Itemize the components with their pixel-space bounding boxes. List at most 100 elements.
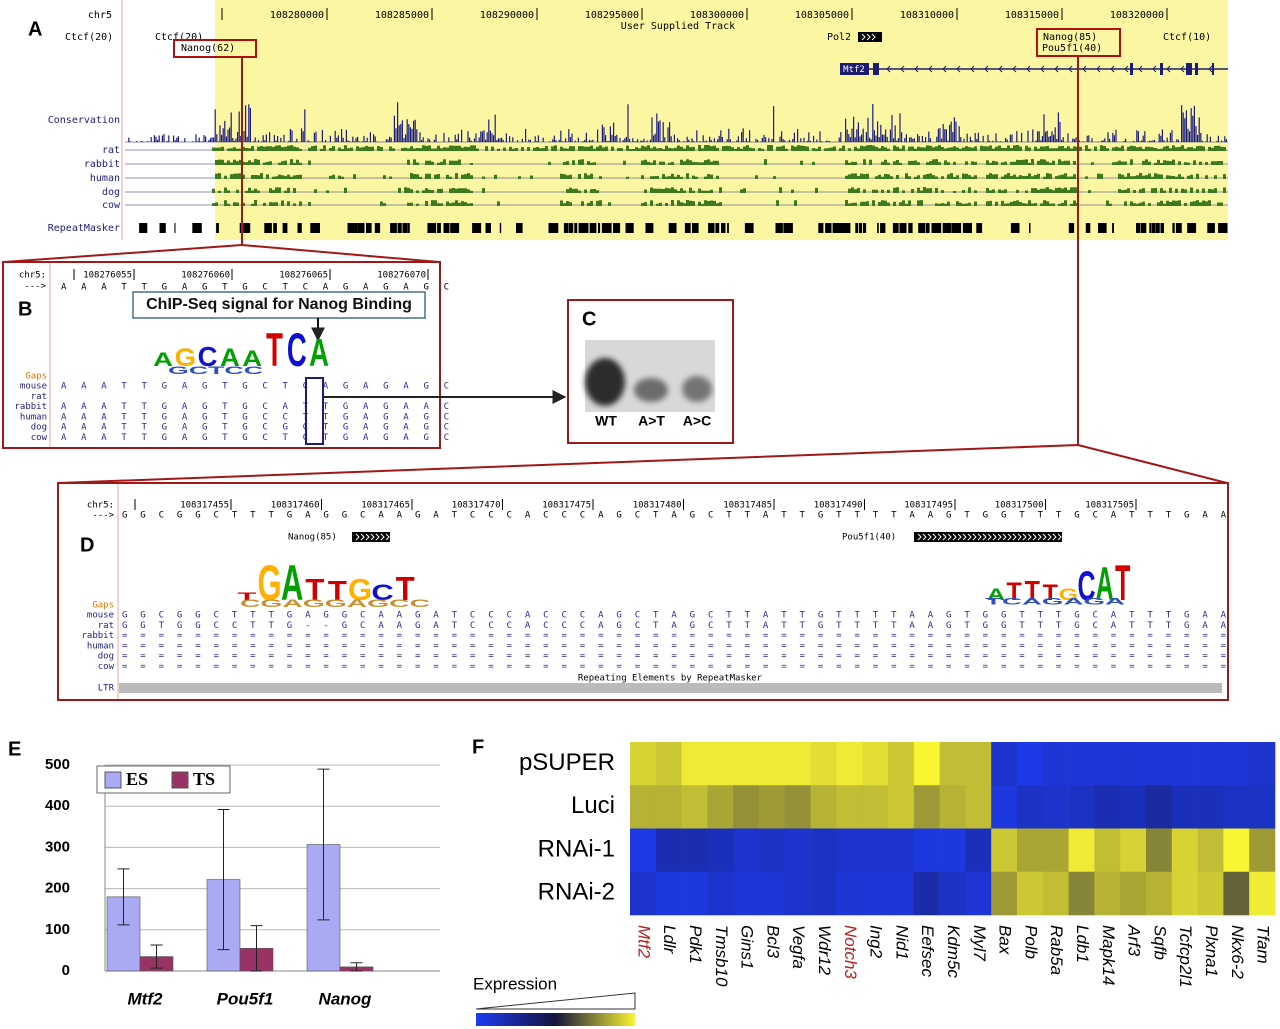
heatmap-cell <box>655 785 682 829</box>
heatmap-cell <box>1120 742 1147 786</box>
strand-arrow <box>1012 65 1017 73</box>
heatmap-cell <box>1017 871 1044 916</box>
heatmap-cell <box>1171 871 1198 916</box>
logo-letter-group: T <box>1025 575 1040 607</box>
column-label: Sqfb <box>1150 925 1169 960</box>
logo-letter: G <box>175 343 196 372</box>
species-label: rat <box>98 621 114 631</box>
heatmap-cell <box>913 828 940 873</box>
logo-letter: T <box>238 590 257 602</box>
column-label: Myl7 <box>970 925 989 961</box>
strand-arrow <box>914 65 919 73</box>
heatmap-cell <box>862 785 889 829</box>
column-label: Nkx6-2 <box>1228 925 1247 979</box>
coord-label: 108276055 <box>83 271 132 281</box>
feature-strand <box>861 33 876 41</box>
heatmap-cell <box>965 828 992 873</box>
heatmap-cell <box>655 828 682 873</box>
heatmap-cell <box>1146 785 1173 829</box>
heatmap-cell <box>1120 871 1147 916</box>
heatmap-cell <box>759 742 786 786</box>
logo-letter-group: A <box>153 349 173 371</box>
logo-letter: A <box>281 554 303 610</box>
heatmap-cell <box>836 742 863 786</box>
heatmap-cell <box>939 828 966 873</box>
heatmap-cell <box>1223 785 1250 829</box>
y-tick-label: 200 <box>45 880 70 897</box>
logo-letter: C <box>371 580 393 605</box>
heatmap-cell <box>784 871 811 916</box>
logo-letter-group: G <box>348 572 372 607</box>
aligned-sequence: GGTGGCCTTG--GCAAGATCCCACCCAGCTAGCTTATTGT… <box>122 621 1227 631</box>
heatmap-cell <box>1249 785 1276 829</box>
strand-arrow <box>998 65 1003 73</box>
track-label: dog <box>102 187 120 198</box>
feature-label: Ctcf(20) <box>155 32 203 43</box>
strand-arrow <box>1208 65 1213 73</box>
column-label: Vegfa <box>789 925 808 969</box>
aligned-sequence: ========================================… <box>122 641 1227 651</box>
y-tick-label: 100 <box>45 921 70 938</box>
heatmap-cell <box>1094 828 1121 873</box>
strand-arrow <box>1054 65 1059 73</box>
heatmap-cell <box>1249 742 1276 786</box>
lane-label: A>T <box>638 413 665 429</box>
heatmap-cell <box>965 785 992 829</box>
conservation-track <box>128 102 1228 142</box>
heatmap-cell <box>810 742 837 786</box>
x-tick-label: Pou5f1 <box>217 989 274 1008</box>
heatmap-cell <box>1094 742 1121 786</box>
heatmap-cell <box>888 742 915 786</box>
alignment-track <box>215 173 1226 179</box>
strand-arrow <box>970 65 975 73</box>
panel-label: B <box>18 298 32 320</box>
heatmap-cell <box>1042 828 1069 873</box>
gel-band <box>585 358 625 406</box>
logo-letter: T <box>396 570 415 607</box>
feature-box <box>352 532 390 542</box>
heatmap-cell <box>991 828 1018 873</box>
coord-label: 108317495 <box>904 501 953 511</box>
site-highlight <box>305 377 324 445</box>
heatmap-cell <box>1017 828 1044 873</box>
heatmap-cell <box>1171 828 1198 873</box>
logo-letter-group: T <box>238 590 257 602</box>
logo-letter-group: A <box>281 554 303 610</box>
coord-label: 108317505 <box>1085 501 1134 511</box>
heatmap-cell <box>733 828 760 873</box>
panel-label: F <box>472 736 484 758</box>
logo-lower: GCTCC <box>168 365 263 377</box>
coord-label: 108317480 <box>633 501 682 511</box>
logo-lower: CGAGGAGCC <box>240 598 430 610</box>
error-bar <box>217 808 230 951</box>
zoom-line <box>3 57 440 263</box>
heatmap-cell <box>1120 828 1147 873</box>
heatmap-cell <box>630 871 657 916</box>
heatmap-cell <box>810 871 837 916</box>
logo-letter: A <box>242 346 262 371</box>
column-label: Bax <box>996 925 1015 955</box>
alignment-track <box>215 159 1223 165</box>
strand-arrow <box>956 65 961 73</box>
logo-letter-group: G <box>1059 585 1078 604</box>
heatmap-cell <box>784 785 811 829</box>
strand-arrow <box>900 65 905 73</box>
heatmap-cell <box>1068 742 1095 786</box>
coord-label: 108317470 <box>452 501 501 511</box>
logo-letter-group: A <box>309 333 329 376</box>
logo-letter: A <box>1096 559 1114 611</box>
column-label: Ing2 <box>867 925 886 959</box>
logo-letter: T <box>1043 581 1059 605</box>
aligned-sequence: ========================================… <box>122 631 1227 641</box>
heatmap-cell <box>1042 871 1069 916</box>
heatmap-cell <box>939 871 966 916</box>
track-title: User Supplied Track <box>621 21 735 32</box>
column-label: Pdk1 <box>686 925 705 964</box>
heatmap-cell <box>759 871 786 916</box>
coord-label: 108317465 <box>361 501 410 511</box>
species-label: cow <box>31 433 48 443</box>
heatmap-cell <box>681 785 708 829</box>
logo-letter-group: C <box>1077 564 1095 610</box>
heatmap-cell <box>888 871 915 916</box>
track-label: RepeatMasker <box>48 223 120 234</box>
